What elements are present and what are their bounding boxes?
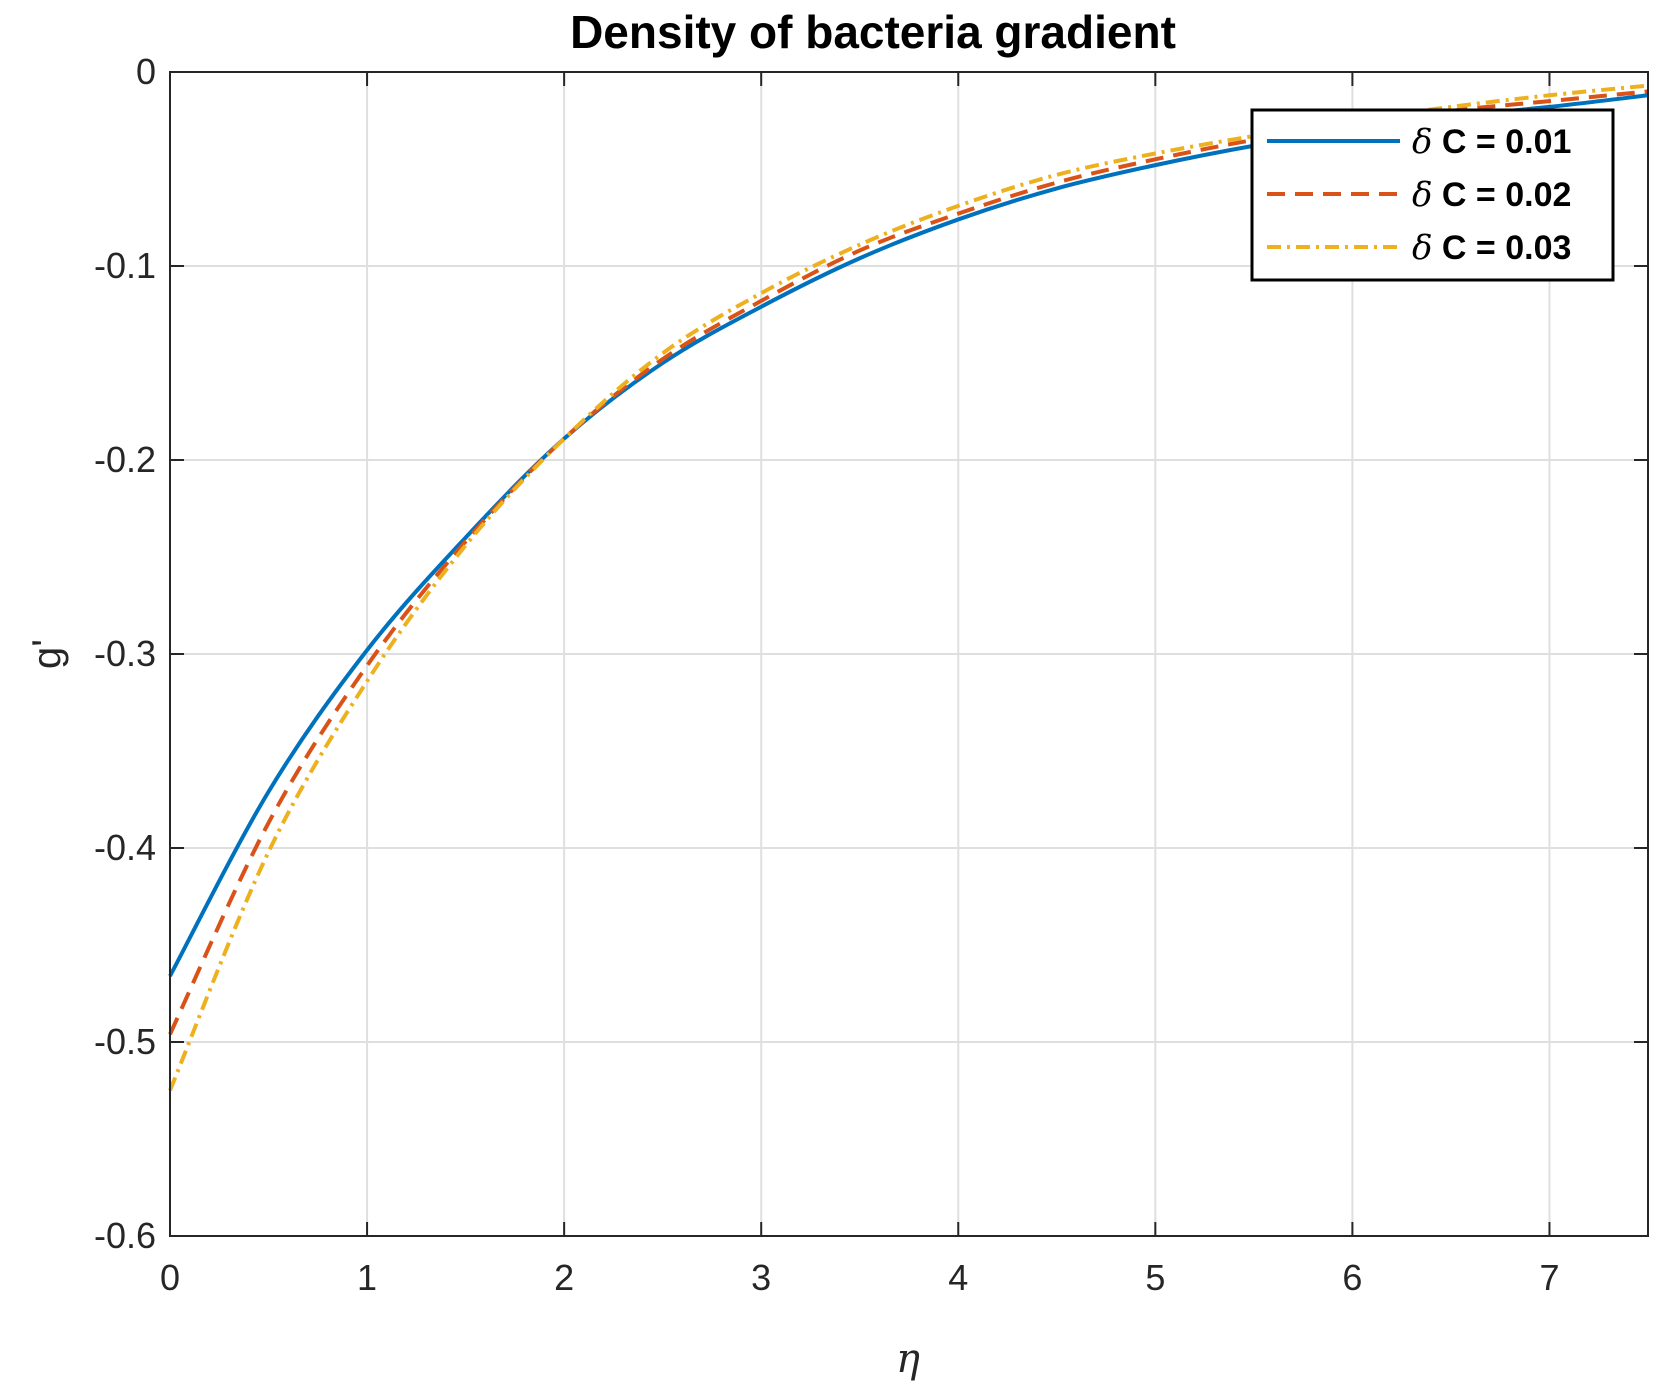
y-tick-label: 0 [136,51,156,92]
series-line [168,83,1649,1092]
y-tick-label: -0.4 [94,827,156,868]
legend-delta-symbol: δ [1412,122,1432,162]
grid-lines [169,71,1648,1237]
y-axis-label: g' [25,639,69,669]
legend-entry-label: δ C = 0.03 [1412,228,1571,268]
y-tick-labels: 0 -0.1 -0.2 -0.3 -0.4 -0.5 -0.6 [94,51,156,1256]
x-axis-label: η [896,1336,920,1382]
x-tick-label: 3 [751,1257,771,1298]
legend: δ C = 0.01δ C = 0.02δ C = 0.03 [1250,108,1615,282]
legend-entry-label: δ C = 0.02 [1412,175,1571,215]
y-tick-label: -0.5 [94,1021,156,1062]
y-tick-label: -0.6 [94,1215,156,1256]
legend-entry-value: C = 0.03 [1432,229,1571,267]
legend-delta-symbol: δ [1412,175,1432,215]
legend-delta-symbol: δ [1412,228,1432,268]
legend-entry-value: C = 0.01 [1432,123,1571,161]
chart-title: Density of bacteria gradient [570,6,1176,58]
x-tick-label: 6 [1342,1257,1362,1298]
y-tick-label: -0.2 [94,439,156,480]
legend-entry-value: C = 0.02 [1432,176,1571,214]
x-tick-label: 4 [948,1257,968,1298]
legend-entry-label: δ C = 0.01 [1412,122,1571,162]
y-tick-label: -0.3 [94,633,156,674]
x-tick-label: 1 [357,1257,377,1298]
x-tick-label: 2 [554,1257,574,1298]
x-tick-label: 7 [1539,1257,1559,1298]
x-tick-label: 0 [160,1257,180,1298]
y-tick-label: -0.1 [94,245,156,286]
axis-ticks [169,71,1648,1237]
x-tick-labels: 0 1 2 3 4 5 6 7 [160,1257,1559,1298]
x-tick-label: 5 [1145,1257,1165,1298]
series-line [168,89,1649,1036]
